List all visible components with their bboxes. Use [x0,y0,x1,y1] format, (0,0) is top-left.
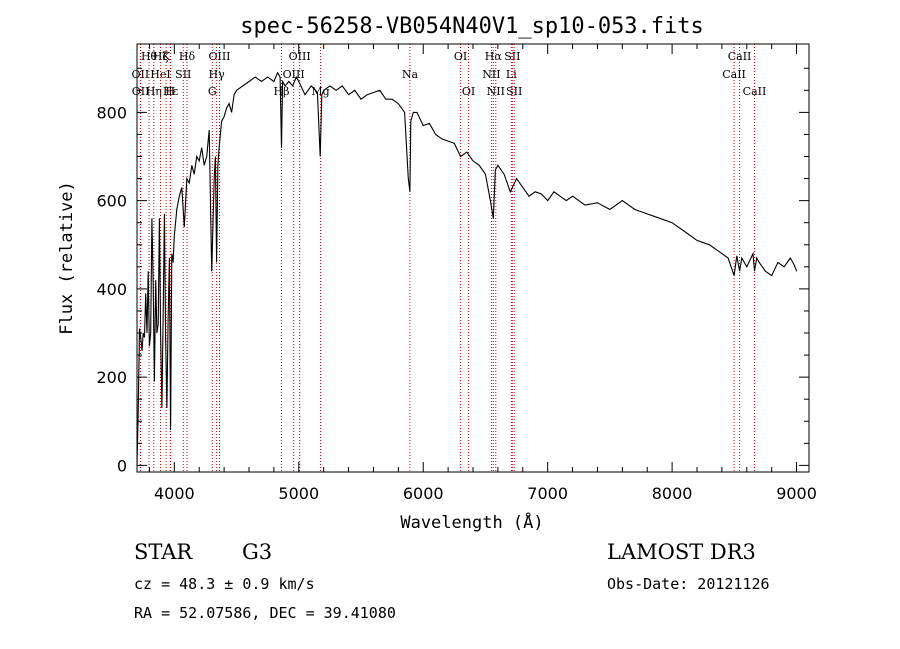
y-tick-label-2: 400 [96,280,127,299]
line-label-14: OIII [289,50,311,63]
line-label-3: Hε [163,85,179,98]
line-label-6: Hη [146,85,162,98]
line-label-28: CaII [722,68,746,81]
line-label-16: Hβ [274,85,290,98]
spectrum-layer [136,71,798,466]
spectrum-line [136,71,798,466]
x-tick-label-0: 4000 [154,484,195,503]
x-tick-label-1: 5000 [278,484,319,503]
line-label-2: OII [132,85,150,98]
observation-date: Obs-Date: 20121126 [607,575,770,593]
line-label-21: Hα [485,50,503,63]
line-label-12: Hγ [209,68,226,81]
plot-frame [136,43,810,473]
line-label-20: OI [462,85,475,98]
line-label-18: Na [402,68,419,81]
x-axis-label: Wavelength (Å) [400,511,543,533]
line-label-4: K [162,50,171,63]
redshift-value: cz = 48.3 ± 0.9 km/s [134,575,315,593]
line-label-27: CaII [728,50,752,63]
line-label-23: NII [487,85,505,98]
line-label-26: SII [506,85,522,98]
coordinates: RA = 52.07586, DEC = 39.41080 [134,604,396,622]
line-label-29: CaII [743,85,767,98]
x-tick-label-5: 9000 [776,484,817,503]
line-label-24: SII [504,50,520,63]
line-label-8: SII [175,68,191,81]
y-tick-label-4: 800 [96,103,127,122]
line-label-13: G [208,85,217,98]
line-label-15: OIII [283,68,305,81]
y-tick-label-3: 600 [96,192,127,211]
chart-title: spec-56258-VB054N40V1_sp10-053.fits [240,14,704,39]
x-tick-label-3: 7000 [527,484,568,503]
x-axis-ticks: 4000 5000 6000 7000 8000 9000 [148,44,817,503]
x-tick-label-4: 8000 [652,484,693,503]
line-label-19: OI [454,50,467,63]
line-label-9: H [166,85,176,98]
line-label-22: NII [482,68,500,81]
y-tick-label-1: 200 [96,368,127,387]
spectral-subclass: G3 [242,540,273,564]
line-label-25: Li [506,68,517,81]
line-label-10: Hδ [179,50,196,63]
y-tick-label-0: 0 [117,456,127,475]
x-tick-label-2: 6000 [403,484,444,503]
spectrum-chart: spec-56258-VB054N40V1_sp10-053.fits HθOI… [57,14,817,533]
object-class: STAR [134,540,193,564]
survey-name: LAMOST DR3 [607,540,756,564]
line-label-11: OIII [208,50,230,63]
y-axis-ticks: 0 200 400 600 800 [96,67,809,475]
y-axis-label: Flux (relative) [57,181,77,335]
line-label-17: Mg [311,85,329,98]
line-label-7: Hζ [153,50,169,63]
